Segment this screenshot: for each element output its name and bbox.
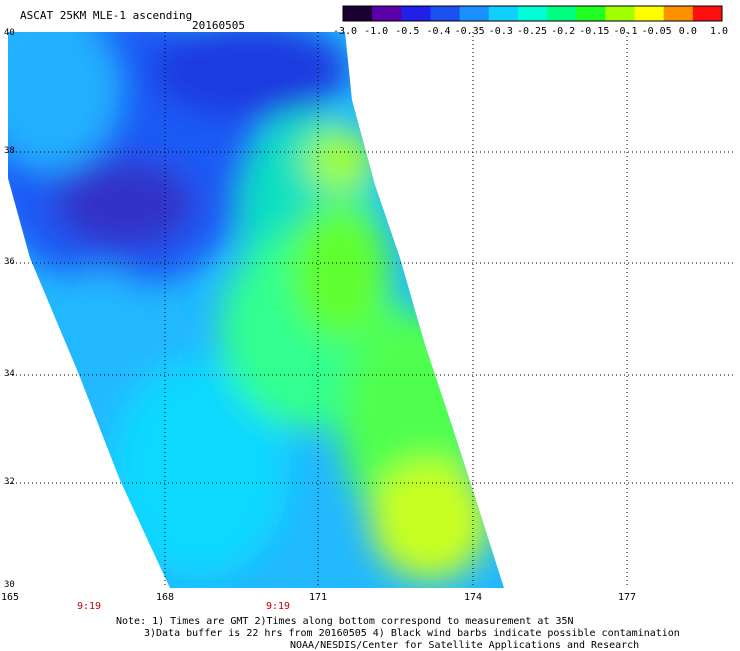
- lime-region-central: [290, 200, 390, 340]
- colorbar-frame: [342, 5, 723, 22]
- lime-region-north: [305, 130, 375, 190]
- colorbar-swatch: [459, 6, 490, 21]
- colorbar-swatch: [488, 6, 519, 21]
- swath-data: [8, 32, 504, 588]
- lon-label-171: 171: [308, 592, 328, 603]
- credit-line: NOAA/NESDIS/Center for Satellite Applica…: [290, 640, 640, 651]
- colorbar-tick-label: -0.4: [426, 26, 451, 37]
- colorbar-swatch: [401, 6, 431, 21]
- note-line-2: 3)Data buffer is 22 hrs from 20160505 4)…: [144, 628, 680, 639]
- colorbar-swatch: [430, 6, 461, 21]
- colorbar-tick-label: 1.0: [709, 26, 729, 37]
- low-value-core: [55, 160, 195, 250]
- colorbar: [342, 5, 723, 22]
- colorbar-tick-label: -0.35: [454, 26, 485, 37]
- colorbar-swatch: [605, 6, 636, 21]
- colorbar-swatch: [547, 6, 577, 21]
- pass-time-west: 9:19: [76, 601, 102, 612]
- lon-label-177: 177: [617, 592, 637, 603]
- colorbar-tick-label: -1.0: [364, 26, 389, 37]
- colorbar-swatch: [372, 6, 402, 21]
- colorbar-tick-label: -0.05: [641, 26, 672, 37]
- cyan-region-nw: [8, 32, 120, 170]
- lon-label-174: 174: [463, 592, 483, 603]
- colorbar-swatch: [692, 6, 723, 21]
- lat-label-30: 30: [4, 580, 15, 590]
- cyan-region-south: [110, 360, 290, 580]
- lat-label-36: 36: [4, 257, 15, 267]
- pass-time-east: 9:19: [265, 601, 291, 612]
- map-date: 20160505: [192, 19, 245, 32]
- colorbar-swatch: [663, 6, 694, 21]
- lon-label-165: 165: [0, 592, 20, 603]
- colorbar-swatch: [343, 6, 373, 21]
- colorbar-swatch: [517, 6, 548, 21]
- colorbar-tick-label: -0.1: [613, 26, 638, 37]
- colorbar-swatch: [634, 6, 665, 21]
- colorbar-tick-label: -3.0: [332, 26, 358, 37]
- map-title: ASCAT 25KM MLE-1 ascending: [20, 9, 193, 22]
- lat-label-38: 38: [4, 146, 15, 156]
- grid-lines: [8, 32, 735, 588]
- colorbar-tick-label: -0.2: [551, 26, 576, 37]
- yellow-region-se: [370, 460, 490, 580]
- note-line-1: Note: 1) Times are GMT 2)Times along bot…: [116, 616, 574, 627]
- colorbar-tick-label: -0.5: [395, 26, 420, 37]
- lat-label-32: 32: [4, 477, 15, 487]
- lon-label-168: 168: [155, 592, 175, 603]
- colorbar-tick-label: -0.25: [516, 26, 548, 37]
- lat-label-40: 40: [4, 28, 15, 38]
- blue-region-top: [150, 32, 350, 118]
- lat-label-34: 34: [4, 369, 15, 379]
- colorbar-tick-label: -0.3: [488, 26, 513, 37]
- colorbar-tick-label: -0.15: [579, 26, 610, 37]
- colorbar-tick-label: 0.0: [678, 26, 697, 37]
- colorbar-swatch: [576, 6, 606, 21]
